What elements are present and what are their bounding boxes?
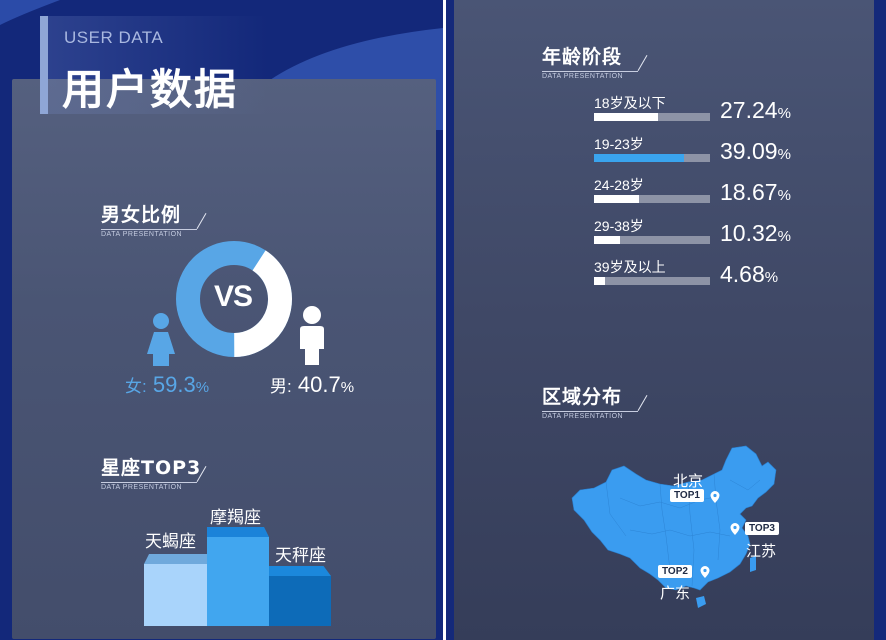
zodiac-rank1-label: 摩羯座 bbox=[210, 508, 261, 528]
heading-underline bbox=[542, 411, 638, 412]
age-bar-track bbox=[594, 154, 710, 162]
age-bar-fill bbox=[594, 277, 605, 285]
user-data-right-panel bbox=[446, 0, 886, 640]
age-row: 29-38岁 10.32% bbox=[594, 216, 794, 256]
age-section-title: 年龄阶段 bbox=[542, 46, 623, 68]
region-section-title: 区域分布 bbox=[542, 386, 623, 408]
age-row: 18岁及以下 27.24% bbox=[594, 93, 794, 133]
zodiac-podium-rank3 bbox=[269, 566, 331, 626]
age-bar-track bbox=[594, 236, 710, 244]
age-bar-fill bbox=[594, 195, 639, 203]
age-bar-fill bbox=[594, 236, 620, 244]
map-city-label: 北京 bbox=[673, 472, 704, 490]
map-rank-tag: TOP3 bbox=[745, 522, 779, 535]
vs-label: VS bbox=[213, 280, 253, 313]
heading-underline bbox=[542, 71, 638, 72]
age-percentage: 27.24% bbox=[720, 97, 791, 123]
map-city-label: 广东 bbox=[660, 584, 691, 602]
china-map bbox=[571, 445, 777, 608]
age-percentage: 39.09% bbox=[720, 138, 791, 164]
age-bar-track bbox=[594, 195, 710, 203]
zodiac-section-title: 星座TOP3 bbox=[101, 457, 202, 479]
map-city-label: 江苏 bbox=[746, 542, 777, 560]
age-bar-track bbox=[594, 113, 710, 121]
age-row: 19-23岁 39.09% bbox=[594, 134, 794, 174]
zodiac-section-heading: 星座TOP3 DATA PRESENTATION bbox=[101, 457, 207, 491]
age-section-heading: 年龄阶段 DATA PRESENTATION bbox=[542, 46, 648, 80]
map-rank-tag: TOP2 bbox=[658, 565, 692, 578]
heading-underline bbox=[101, 229, 197, 230]
title-accent-bar bbox=[40, 16, 48, 114]
region-section-heading: 区域分布 DATA PRESENTATION bbox=[542, 386, 648, 420]
gender-section-heading: 男女比例 DATA PRESENTATION bbox=[101, 204, 207, 238]
age-section-subtitle: DATA PRESENTATION bbox=[542, 73, 624, 80]
female-figure-icon bbox=[147, 313, 175, 366]
zodiac-section-subtitle: DATA PRESENTATION bbox=[101, 484, 183, 491]
location-pin-icon bbox=[710, 491, 720, 503]
age-percentage: 10.32% bbox=[720, 220, 791, 246]
gender-section-title: 男女比例 bbox=[101, 204, 182, 226]
gender-section-subtitle: DATA PRESENTATION bbox=[101, 231, 183, 238]
gender-donut-chart bbox=[176, 241, 292, 357]
title-shade bbox=[48, 16, 268, 114]
page-title: 用户数据 bbox=[62, 65, 239, 114]
age-row: 39岁及以上 4.68% bbox=[594, 257, 794, 297]
user-data-left-panel: USER DATA 用户数据 男女比例 DATA PRESENTATION VS… bbox=[0, 0, 443, 640]
male-percentage: 男: 40.7% bbox=[270, 372, 355, 397]
age-label: 29-38岁 bbox=[594, 218, 644, 234]
age-label: 19-23岁 bbox=[594, 136, 644, 152]
heading-underline bbox=[101, 482, 197, 483]
age-row: 24-28岁 18.67% bbox=[594, 175, 794, 215]
header-subtitle: USER DATA bbox=[64, 28, 164, 47]
map-rank-tag: TOP1 bbox=[670, 489, 704, 502]
zodiac-podium-rank1 bbox=[207, 527, 269, 626]
zodiac-rank3-label: 天秤座 bbox=[275, 546, 326, 566]
male-figure-icon bbox=[300, 306, 324, 365]
location-pin-icon bbox=[730, 523, 740, 535]
age-label: 18岁及以下 bbox=[594, 95, 666, 111]
age-percentage: 18.67% bbox=[720, 179, 791, 205]
age-bar-fill bbox=[594, 113, 658, 121]
zodiac-podium-rank2 bbox=[144, 554, 207, 626]
location-pin-icon bbox=[700, 566, 710, 578]
age-percentage: 4.68% bbox=[720, 261, 779, 287]
age-label: 24-28岁 bbox=[594, 177, 644, 193]
region-section-subtitle: DATA PRESENTATION bbox=[542, 413, 624, 420]
female-percentage: 女: 59.3% bbox=[125, 372, 210, 397]
age-bar-track bbox=[594, 277, 710, 285]
age-bar-fill-highlight bbox=[594, 154, 684, 162]
age-label: 39岁及以上 bbox=[594, 259, 666, 275]
zodiac-rank2-label: 天蝎座 bbox=[145, 532, 196, 552]
